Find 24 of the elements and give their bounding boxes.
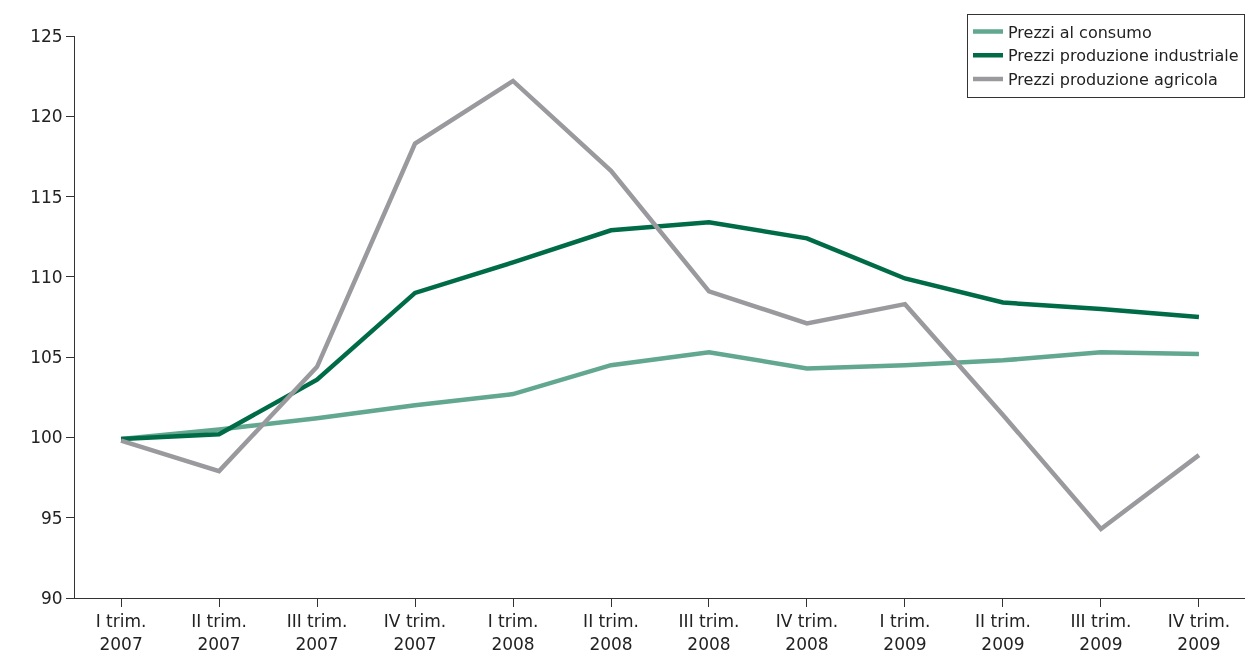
legend-label: Prezzi produzione industriale bbox=[1008, 46, 1239, 66]
x-tick-label: II trim. 2009 bbox=[975, 611, 1031, 654]
y-tick-label: 120 bbox=[30, 106, 63, 127]
x-tick-label: IV trim. 2007 bbox=[383, 611, 447, 654]
line-series bbox=[118, 220, 1202, 442]
y-tick-label: 125 bbox=[30, 25, 63, 46]
legend-label: Prezzi al consumo bbox=[1008, 22, 1152, 42]
y-tick-label: 100 bbox=[30, 427, 63, 448]
x-tick-label: I trim. 2008 bbox=[487, 611, 539, 654]
x-tick-label: I trim. 2009 bbox=[879, 611, 931, 654]
y-tick-label: 115 bbox=[30, 186, 63, 207]
x-tick-label: III trim. 2009 bbox=[1070, 611, 1132, 654]
x-tick-label: IV trim. 2009 bbox=[1167, 611, 1231, 654]
y-tick-label: 90 bbox=[40, 587, 63, 608]
y-tick-label: 105 bbox=[30, 347, 63, 368]
x-tick-label: II trim. 2007 bbox=[191, 611, 247, 654]
y-tick-label: 110 bbox=[30, 266, 63, 287]
x-tick-label: I trim. 2007 bbox=[95, 611, 147, 654]
legend-label: Prezzi produzione agricola bbox=[1008, 70, 1218, 90]
x-tick-label: III trim. 2008 bbox=[678, 611, 740, 654]
x-tick-label: III trim. 2007 bbox=[286, 611, 348, 654]
x-tick-label: II trim. 2008 bbox=[583, 611, 639, 654]
x-tick-label: IV trim. 2008 bbox=[775, 611, 839, 654]
y-tick-label: 95 bbox=[40, 507, 63, 528]
